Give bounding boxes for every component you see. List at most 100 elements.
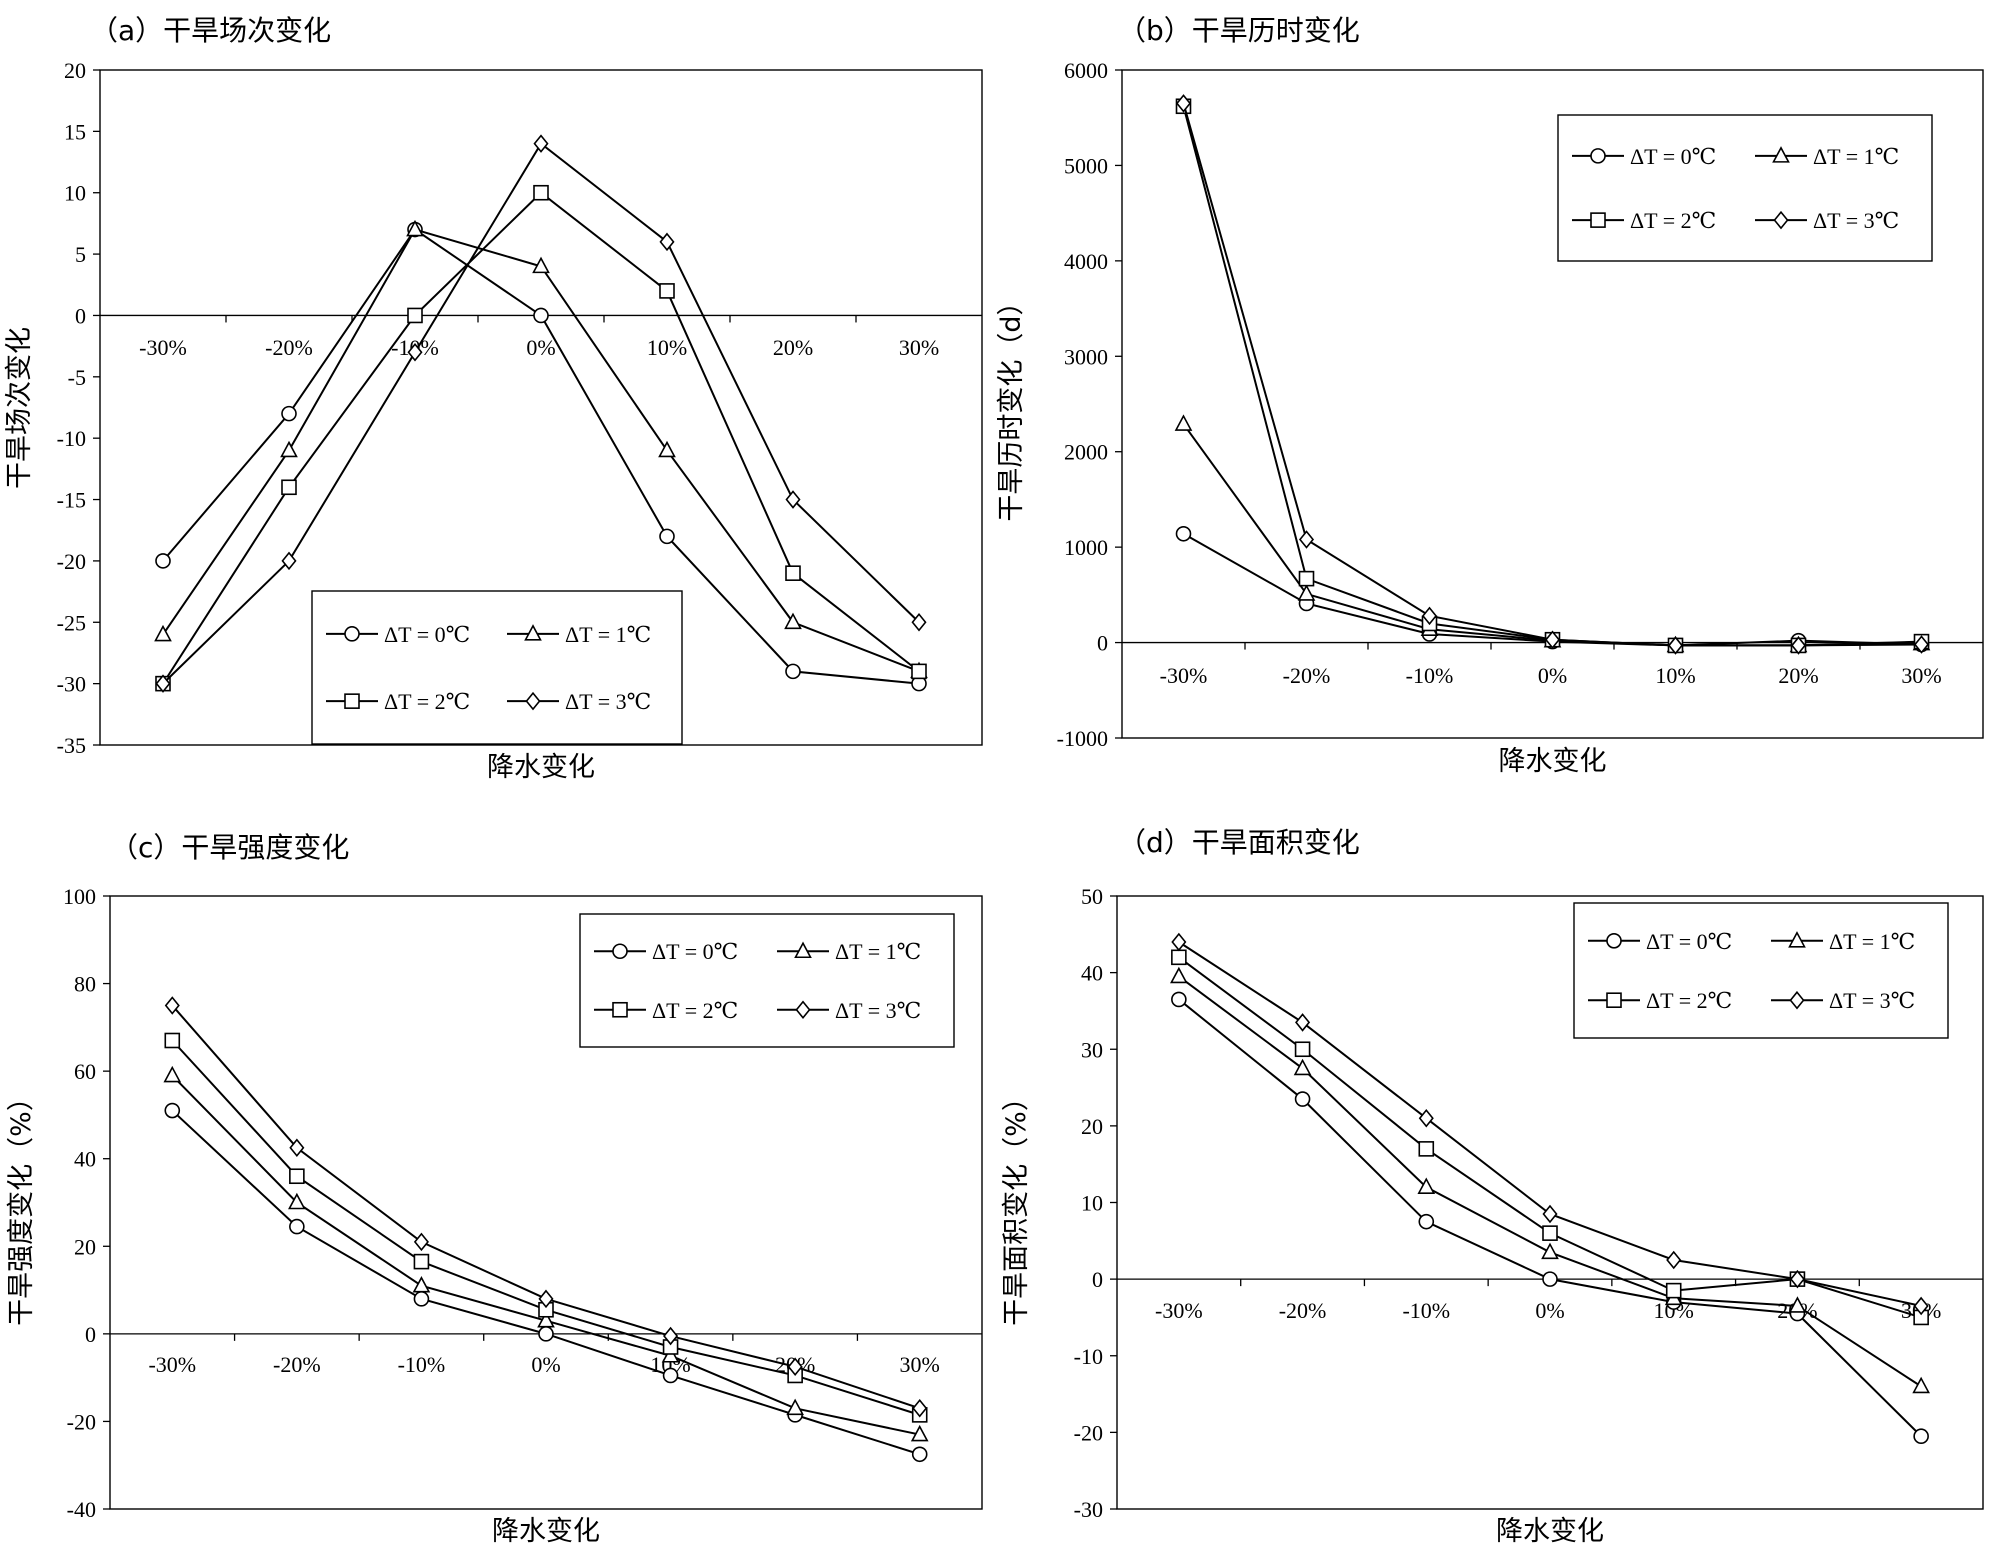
marker-circle-0 <box>1171 991 1187 1008</box>
y-tick-label: -30 <box>57 672 86 697</box>
marker-diamond-3 <box>533 134 549 153</box>
marker-circle-2 <box>413 1291 430 1307</box>
x-axis-label: 降水变化 <box>487 752 595 783</box>
marker-diamond-0 <box>164 996 180 1015</box>
y-tick-label: -1000 <box>1057 726 1108 751</box>
x-tick-label: 30% <box>900 1352 940 1377</box>
marker-legend-square-2 <box>344 693 360 709</box>
marker-diamond-2 <box>407 343 423 362</box>
marker-circle-0 <box>164 1102 181 1119</box>
y-tick-label: 100 <box>63 884 96 909</box>
marker-square-1 <box>289 1168 305 1185</box>
chart-title: （c）干旱强度变化 <box>110 831 349 864</box>
x-axis-label: 降水变化 <box>1499 746 1607 777</box>
marker-triangle-4 <box>658 440 676 458</box>
x-axis-label: 降水变化 <box>492 1516 600 1547</box>
y-axis-label: 干旱面积变化（%） <box>1001 1084 1032 1326</box>
marker-square-1 <box>1298 570 1315 587</box>
marker-circle-1 <box>289 1218 305 1235</box>
marker-circle-1 <box>281 405 297 422</box>
marker-circle-1 <box>1294 1091 1311 1107</box>
marker-legend-circle-0 <box>1590 148 1606 164</box>
y-tick-label: 80 <box>74 972 96 997</box>
marker-diamond-5 <box>785 490 801 509</box>
legend: ΔT = 0℃ ΔT = 1℃ ΔT = 2℃ ΔT = 3℃ <box>1573 902 1949 1039</box>
marker-square-4 <box>1665 1282 1682 1299</box>
legend-item: ΔT = 1℃ <box>507 622 651 647</box>
x-tick-label: 0% <box>526 335 555 360</box>
marker-circle-3 <box>533 307 549 324</box>
marker-legend-circle-0 <box>612 943 628 960</box>
y-tick-label: -30 <box>1074 1497 1103 1522</box>
x-tick-label: 0% <box>531 1352 560 1377</box>
y-tick-label: 20 <box>1081 1114 1103 1139</box>
marker-square-3 <box>1542 1225 1558 1241</box>
legend-item: ΔT = 0℃ <box>1572 144 1716 169</box>
marker-legend-square-2 <box>612 1001 628 1018</box>
marker-triangle-2 <box>412 1275 431 1293</box>
series-line <box>1183 532 1922 647</box>
x-tick-label: 0% <box>1535 1298 1564 1323</box>
x-tick-label: 10% <box>1655 663 1695 688</box>
x-tick-label: 30% <box>899 335 939 360</box>
legend-label: ΔT = 0℃ <box>652 939 738 964</box>
y-tick-label: -10 <box>57 426 86 451</box>
y-tick-label: 40 <box>74 1147 96 1172</box>
legend-item: ΔT = 2℃ <box>594 998 738 1023</box>
marker-square-1 <box>1294 1041 1311 1058</box>
y-tick-label: -20 <box>67 1409 96 1434</box>
marker-square-2 <box>407 307 423 324</box>
legend-label: ΔT = 2℃ <box>1646 988 1732 1013</box>
x-tick-label: 20% <box>1778 663 1818 688</box>
x-tick-label: -10% <box>398 1352 446 1377</box>
legend-item: ΔT = 1℃ <box>1771 929 1915 954</box>
legend-item: ΔT = 2℃ <box>326 689 470 714</box>
marker-triangle-2 <box>406 219 424 237</box>
legend-label: ΔT = 2℃ <box>384 689 470 714</box>
marker-legend-square-2 <box>1606 992 1622 1009</box>
marker-square-2 <box>413 1253 430 1270</box>
legend-label: ΔT = 3℃ <box>1813 208 1899 233</box>
x-tick-label: 10% <box>647 335 687 360</box>
y-tick-label: 10 <box>64 181 86 206</box>
chart-panel-a: -35-30-25-20-15-10-505101520-30%-20%-10%… <box>4 14 983 783</box>
y-tick-label: -10 <box>1074 1344 1103 1369</box>
legend-label: ΔT = 0℃ <box>384 622 470 647</box>
plot-area-frame <box>99 69 983 746</box>
legend-item: ΔT = 1℃ <box>777 939 921 964</box>
y-tick-label: 2000 <box>1064 440 1108 465</box>
legend-frame <box>579 913 955 1048</box>
y-tick-label: 30 <box>1081 1037 1103 1062</box>
series-line <box>171 1074 920 1436</box>
marker-diamond-1 <box>281 551 297 571</box>
y-tick-label: 40 <box>1081 961 1103 986</box>
marker-triangle-1 <box>1293 1058 1312 1076</box>
marker-circle-6 <box>911 1446 928 1463</box>
marker-legend-triangle-1 <box>524 624 542 641</box>
marker-triangle-0 <box>163 1065 182 1083</box>
series-diamond <box>164 996 928 1418</box>
marker-circle-6 <box>1913 1428 1929 1445</box>
legend-label: ΔT = 1℃ <box>1829 929 1915 954</box>
y-tick-label: -20 <box>1074 1420 1103 1445</box>
marker-diamond-3 <box>1542 1204 1558 1224</box>
marker-circle-3 <box>1542 1271 1558 1287</box>
marker-diamond-2 <box>413 1232 429 1252</box>
legend-label: ΔT = 1℃ <box>1813 144 1899 169</box>
x-tick-label: -20% <box>265 335 313 360</box>
marker-legend-diamond-3 <box>795 1000 811 1020</box>
legend-label: ΔT = 0℃ <box>1630 144 1716 169</box>
marker-diamond-3 <box>538 1289 554 1309</box>
marker-triangle-5 <box>786 1398 804 1416</box>
marker-diamond-6 <box>1913 635 1930 654</box>
marker-legend-square-2 <box>1590 212 1606 228</box>
marker-diamond-1 <box>1298 530 1315 549</box>
legend-label: ΔT = 3℃ <box>565 689 651 714</box>
marker-diamond-0 <box>1175 94 1192 113</box>
marker-legend-circle-0 <box>1606 932 1622 949</box>
y-tick-label: 0 <box>1097 631 1108 656</box>
marker-circle-3 <box>538 1326 554 1342</box>
marker-diamond-4 <box>663 1326 679 1346</box>
marker-triangle-0 <box>1174 414 1193 431</box>
